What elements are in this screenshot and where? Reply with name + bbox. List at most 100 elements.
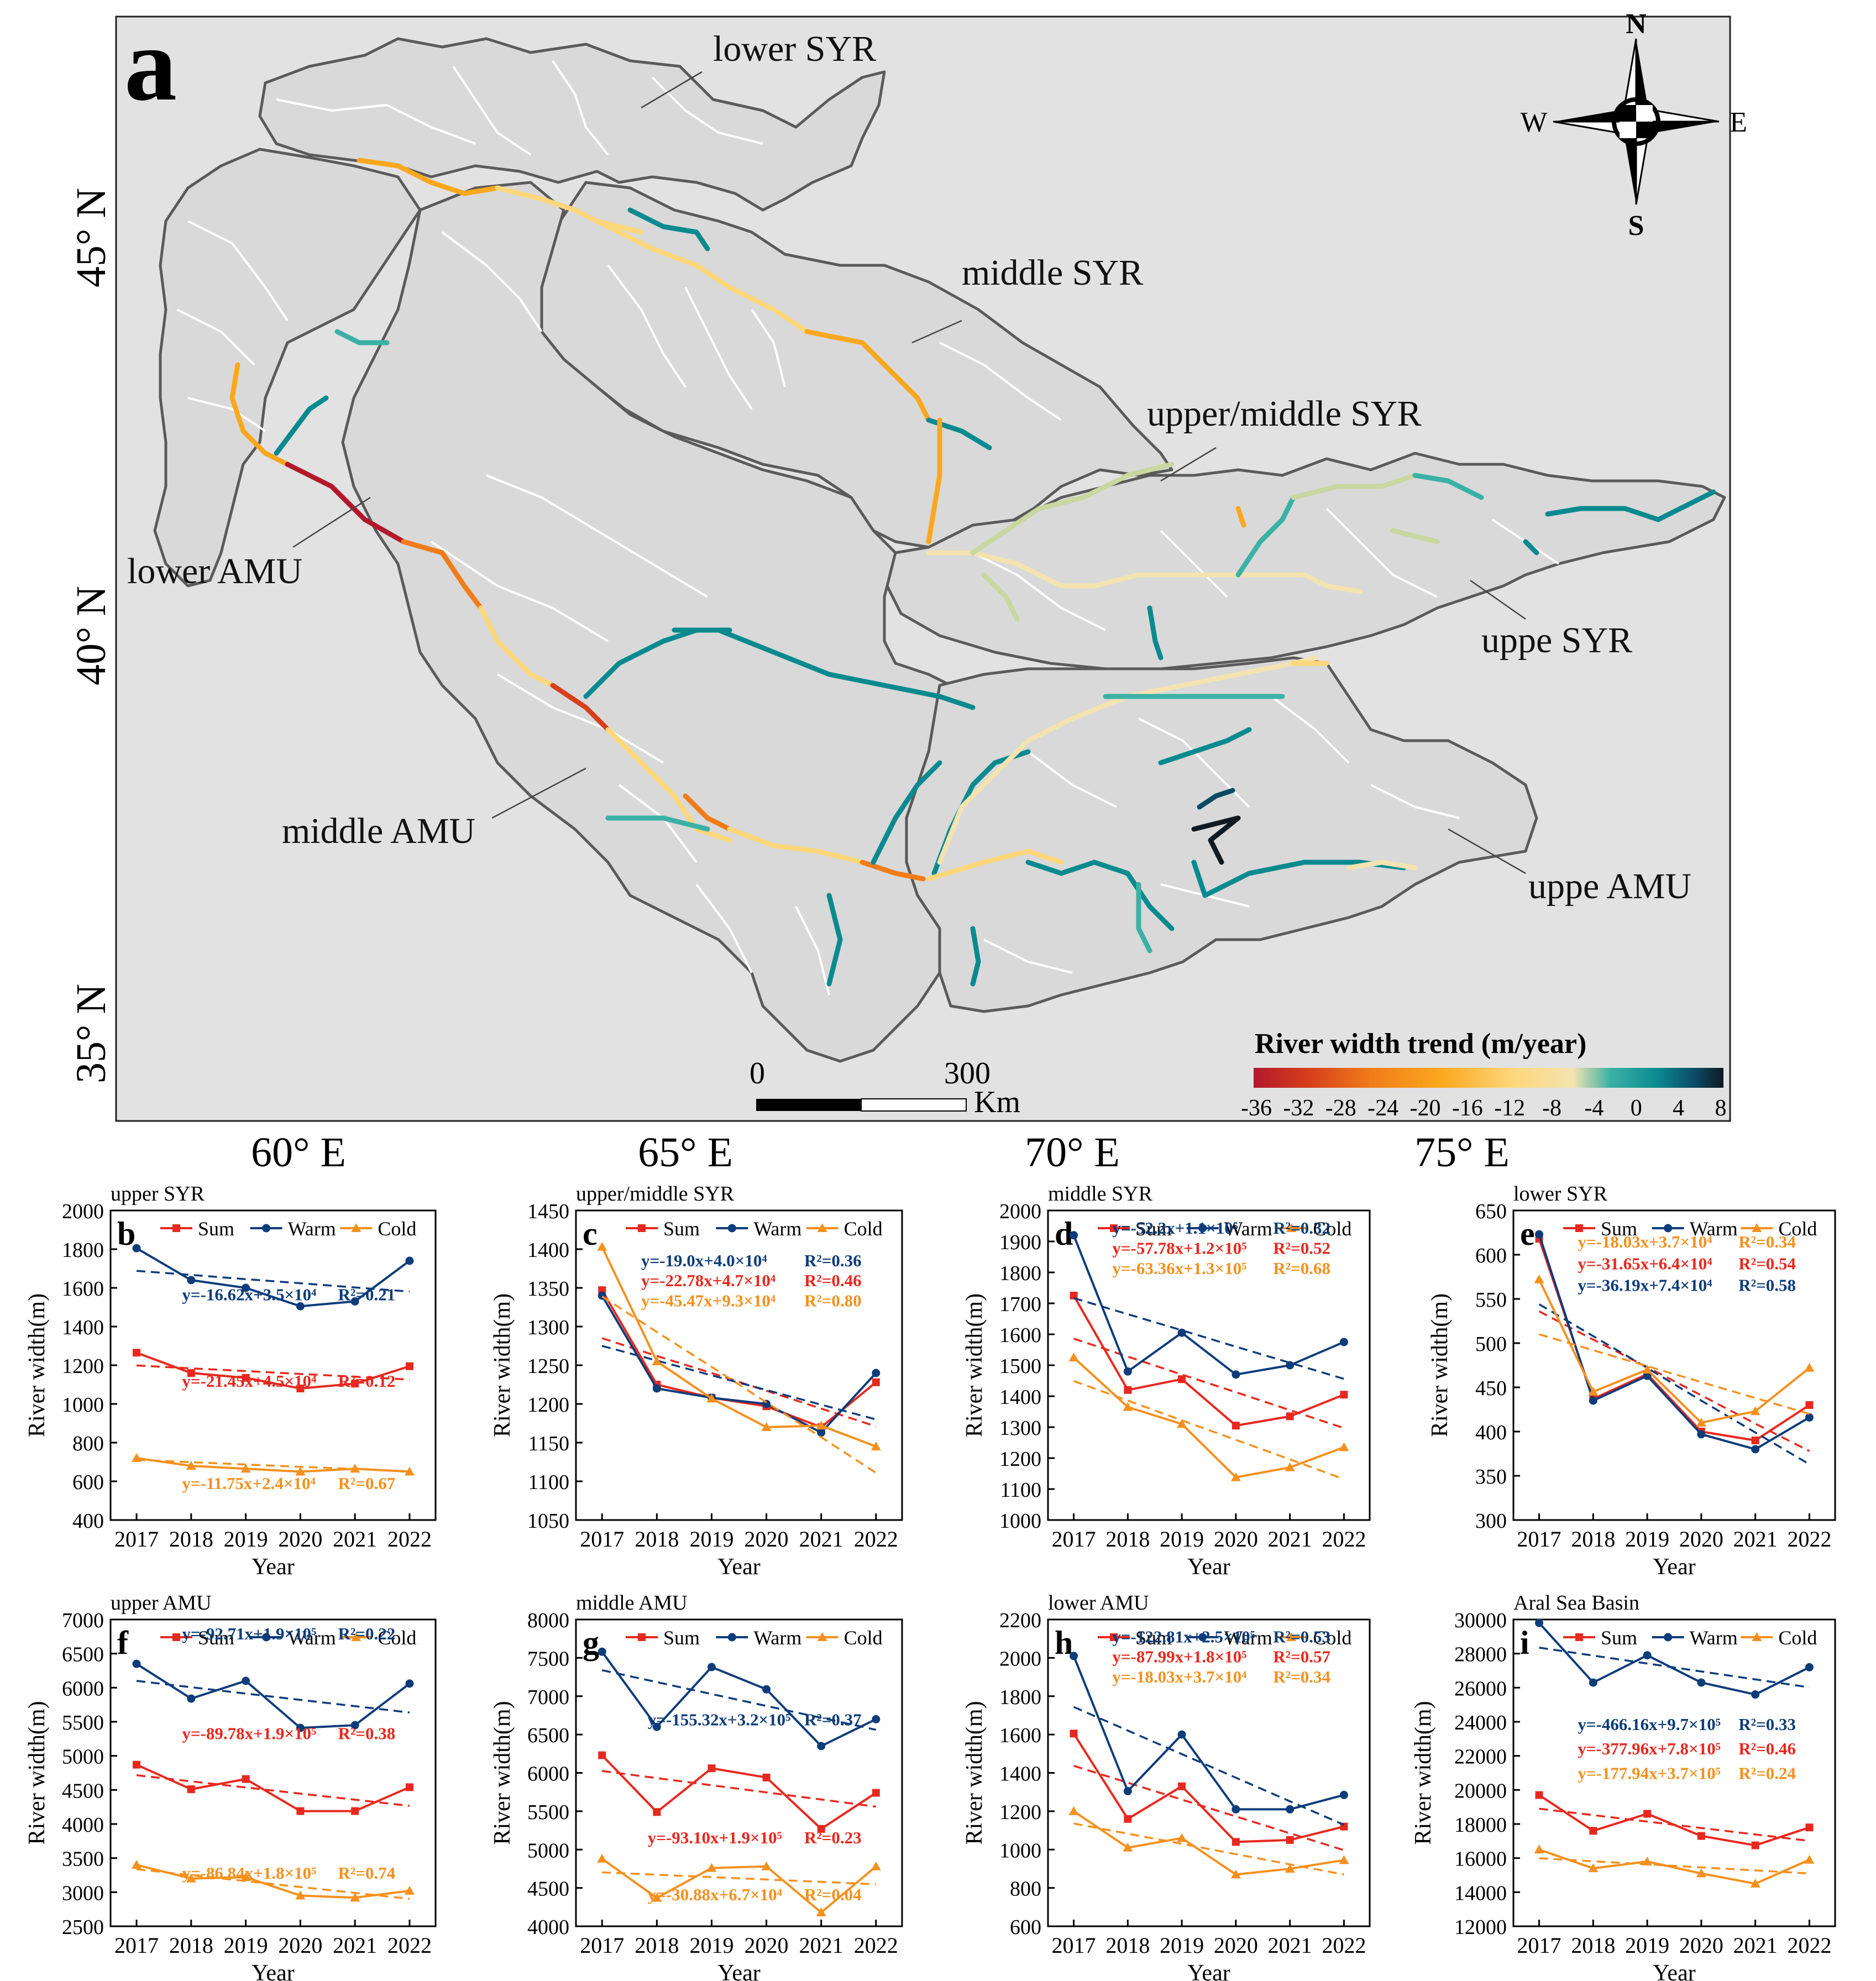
river-line bbox=[441, 231, 543, 333]
trend-line-sum bbox=[601, 1770, 877, 1808]
r-squared: R²=0.74 bbox=[338, 1863, 396, 1883]
y-tick-label: 1600 bbox=[999, 1724, 1041, 1747]
region-leaders bbox=[292, 71, 1526, 874]
trend-line-warm bbox=[601, 1345, 877, 1421]
river-trend-segment bbox=[274, 395, 329, 456]
chart-title: upper/middle SYR bbox=[576, 1182, 735, 1206]
series-line-cold bbox=[601, 1246, 877, 1448]
lon-label: 70° E bbox=[1025, 1129, 1120, 1176]
trend-line-cold bbox=[136, 1868, 410, 1900]
regression-equation: y=-87.99x+1.8×10⁵ bbox=[1112, 1647, 1246, 1666]
data-point bbox=[1178, 1782, 1186, 1790]
y-tick-label: 400 bbox=[72, 1510, 104, 1533]
data-point bbox=[1286, 1805, 1295, 1814]
x-tick-label: 2017 bbox=[1052, 1933, 1096, 1958]
river-trend-segment bbox=[727, 826, 865, 865]
river-line bbox=[1325, 507, 1438, 598]
data-point bbox=[133, 1760, 141, 1769]
x-tick-label: 2021 bbox=[799, 1527, 843, 1552]
data-point bbox=[1643, 1651, 1652, 1660]
legend-label: Warm bbox=[1690, 1218, 1738, 1240]
y-tick-label: 6500 bbox=[527, 1724, 569, 1747]
panel-label-b: b bbox=[117, 1215, 135, 1252]
legend-tick-label: -20 bbox=[1409, 1096, 1440, 1121]
data-point bbox=[1285, 1863, 1295, 1873]
regression-equation: y=-377.96x+7.8×10⁵ bbox=[1578, 1739, 1721, 1758]
legend-marker bbox=[1664, 1633, 1673, 1642]
y-tick-label: 1200 bbox=[999, 1448, 1041, 1471]
legend-label: Sum bbox=[663, 1218, 700, 1240]
data-point bbox=[1804, 1362, 1815, 1372]
river-line bbox=[1027, 751, 1117, 808]
data-point bbox=[405, 1783, 413, 1791]
panel-label-g: g bbox=[583, 1624, 599, 1661]
x-tick-label: 2019 bbox=[689, 1933, 733, 1958]
r-squared: R²=0.21 bbox=[338, 1285, 396, 1304]
data-point bbox=[240, 1464, 251, 1473]
y-tick-label: 1450 bbox=[527, 1200, 569, 1223]
chart-e: lower SYR e 300 350 400 450 500 550 600 650 2017 20… bbox=[1427, 1182, 1836, 1580]
data-point bbox=[186, 1461, 196, 1470]
y-tick-label: 6500 bbox=[62, 1643, 104, 1666]
x-tick-label: 2017 bbox=[580, 1933, 624, 1958]
legend-label: Cold bbox=[378, 1627, 416, 1649]
legend-ticks: -36 -32 -28 -24 -20 -16 -12 -8 -4 0 4 8 bbox=[1241, 1096, 1727, 1121]
data-point bbox=[872, 1369, 881, 1377]
y-tick-label: 4500 bbox=[527, 1878, 569, 1901]
river-trend-segment bbox=[1025, 860, 1175, 931]
y-tick-label: 14000 bbox=[1454, 1882, 1507, 1905]
data-point bbox=[872, 1715, 881, 1723]
y-tick-label: 1200 bbox=[999, 1801, 1041, 1824]
data-point bbox=[1751, 1437, 1759, 1444]
series-line-sum bbox=[601, 1290, 877, 1429]
data-point bbox=[1339, 1442, 1349, 1451]
y-tick-label: 1700 bbox=[999, 1293, 1041, 1316]
legend-label: Cold bbox=[1313, 1627, 1351, 1649]
y-axis-label: River width(m) bbox=[962, 1293, 987, 1437]
data-point bbox=[1230, 1869, 1241, 1879]
x-tick-label: 2021 bbox=[1733, 1527, 1778, 1552]
legend-tick-label: -28 bbox=[1325, 1096, 1356, 1121]
river-line bbox=[695, 883, 753, 973]
x-axis-label: Year bbox=[717, 1961, 760, 1981]
trend-line-cold bbox=[1539, 1333, 1810, 1415]
y-tick-label: 550 bbox=[1475, 1288, 1507, 1312]
data-point bbox=[404, 1885, 415, 1895]
plot-frame bbox=[1047, 1209, 1371, 1521]
regression-equation: y=-22.78x+4.7×10⁴ bbox=[641, 1271, 775, 1290]
x-tick-label: 2022 bbox=[1787, 1527, 1831, 1552]
data-point bbox=[350, 1464, 360, 1473]
scale-unit: Km bbox=[974, 1085, 1020, 1119]
lat-label: 35° N bbox=[68, 984, 114, 1083]
y-tick-label: 5000 bbox=[527, 1839, 569, 1862]
river-trend-segment bbox=[826, 893, 843, 987]
compass-rose-icon: N S E W bbox=[1520, 8, 1747, 242]
y-tick-label: 28000 bbox=[1454, 1643, 1507, 1666]
y-tick-label: 8000 bbox=[527, 1609, 569, 1632]
data-point bbox=[1232, 1805, 1240, 1814]
x-axis-label: Year bbox=[251, 1961, 294, 1981]
x-tick-label: 2022 bbox=[1787, 1933, 1831, 1958]
x-tick-label: 2022 bbox=[854, 1527, 898, 1552]
y-tick-label: 5000 bbox=[62, 1746, 104, 1769]
y-tick-label: 2000 bbox=[62, 1200, 104, 1223]
legend-tick-label: 0 bbox=[1631, 1096, 1642, 1121]
data-point bbox=[1642, 1856, 1653, 1865]
river-trend-segment bbox=[683, 793, 732, 832]
plot-frame bbox=[575, 1209, 903, 1521]
data-point bbox=[1804, 1854, 1815, 1864]
data-point bbox=[1805, 1401, 1814, 1409]
river-trend-segment bbox=[594, 218, 810, 334]
river-line bbox=[430, 541, 609, 642]
data-point bbox=[1589, 1678, 1597, 1687]
regression-equation: y=-45.47x+9.3×10⁴ bbox=[641, 1291, 775, 1311]
chart-title: lower SYR bbox=[1513, 1182, 1608, 1206]
trend-line-warm bbox=[1073, 1297, 1344, 1380]
data-point bbox=[296, 1302, 305, 1311]
legend-marker bbox=[262, 1633, 271, 1642]
regression-equation: y=-122.81x+2.5×10⁵ bbox=[1112, 1627, 1255, 1647]
legend-label: Sum bbox=[198, 1218, 234, 1240]
data-point bbox=[708, 1764, 716, 1773]
regression-equation: y=-19.0x+4.0×10⁴ bbox=[641, 1251, 767, 1270]
legend-marker bbox=[727, 1224, 736, 1233]
